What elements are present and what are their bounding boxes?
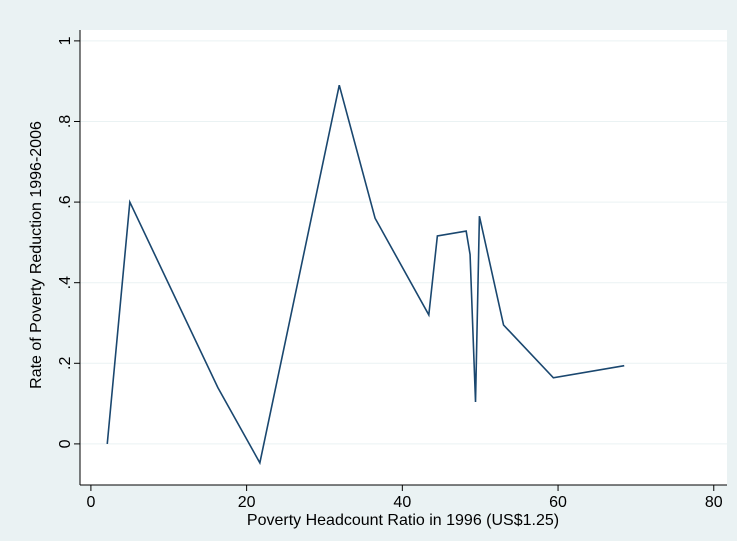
y-tick-label: 1	[57, 36, 74, 45]
y-tick-label: .8	[57, 115, 74, 128]
y-tick-label: .2	[57, 357, 74, 370]
plot-area	[80, 30, 727, 485]
y-axis-title: Rate of Poverty Reduction 1996-2006	[28, 121, 45, 389]
data-line	[106, 85, 625, 466]
x-tick-label: 0	[86, 494, 95, 511]
x-tick-label: 60	[549, 494, 567, 511]
x-axis-title: Poverty Headcount Ratio in 1996 (US$1.25…	[247, 512, 559, 529]
x-tick-label: 80	[705, 494, 723, 511]
y-tick-label: .6	[57, 195, 74, 208]
x-tick-label: 40	[393, 494, 411, 511]
x-tick-label: 20	[238, 494, 256, 511]
y-tick-label: 0	[57, 439, 74, 448]
y-tick-label: .4	[57, 276, 74, 289]
